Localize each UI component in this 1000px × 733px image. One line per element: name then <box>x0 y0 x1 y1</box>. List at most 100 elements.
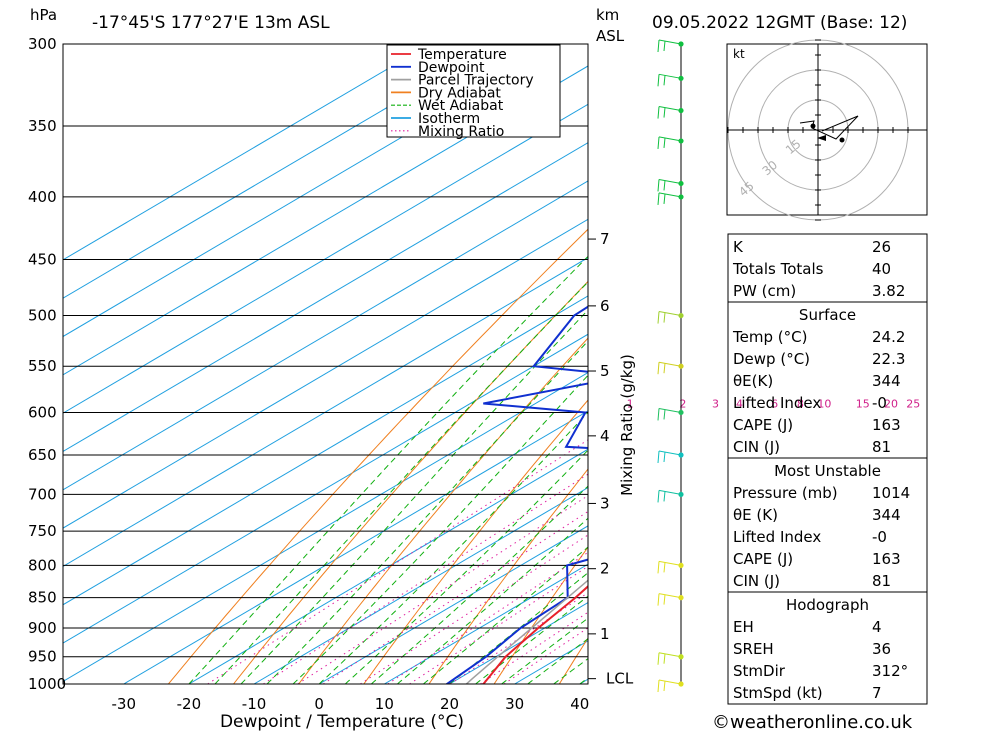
index-value: 344 <box>872 506 901 524</box>
wind-barb-flag <box>657 39 660 53</box>
wind-barb-shaft <box>658 311 682 317</box>
wet-adiabat-line <box>188 255 588 684</box>
index-label: Dewp (°C) <box>733 350 810 368</box>
wind-barb-flag <box>657 561 660 574</box>
index-value: -0 <box>872 528 887 546</box>
location-title: -17°45'S 177°27'E 13m ASL <box>92 13 330 33</box>
isotherm-line <box>63 218 588 529</box>
plot-series <box>445 305 588 684</box>
wind-barb-shaft <box>658 679 682 685</box>
hodograph-unit-label: kt <box>733 47 745 61</box>
isotherm-line <box>384 563 588 684</box>
temperature-tick-label: 10 <box>375 695 394 713</box>
index-value: 1014 <box>872 484 910 502</box>
pressure-unit-label: hPa <box>30 6 57 24</box>
pressure-tick-label: 800 <box>28 556 57 574</box>
wind-barb-flag <box>663 680 666 692</box>
pressure-tick-label: 400 <box>28 188 57 206</box>
wind-barb-shaft <box>658 39 682 45</box>
index-label: CIN (J) <box>733 572 780 590</box>
index-value: 36 <box>872 640 891 658</box>
mixing-ratio-line <box>207 439 588 684</box>
pressure-tick-label: 450 <box>28 251 57 269</box>
index-label: Totals Totals <box>732 260 824 278</box>
index-label: EH <box>733 618 754 636</box>
index-value: 22.3 <box>872 350 905 368</box>
wind-barb-flag <box>663 107 666 118</box>
km-tick-label: 5 <box>600 362 610 380</box>
wind-level-dot <box>678 654 684 660</box>
wind-barb-flag <box>663 40 666 52</box>
wind-barb-shaft <box>658 136 682 142</box>
wind-barb-flag <box>663 653 666 664</box>
index-value: 3.82 <box>872 282 905 300</box>
km-tick-label: 6 <box>600 297 610 315</box>
isotherm-line <box>63 372 588 682</box>
plot-axes: 1 2 3 4 6 8 10 15 20 2530035040045050055060065070… <box>28 35 920 732</box>
mixing-ratio-label: 4 <box>736 397 743 410</box>
index-label: PW (cm) <box>733 282 796 300</box>
temperature-tick-label: 20 <box>440 695 459 713</box>
mixing-ratio-label: 1 <box>627 397 634 410</box>
wind-barb-shaft <box>658 178 682 184</box>
index-value: 26 <box>872 238 891 256</box>
wind-barb-flag <box>663 137 666 148</box>
km-tick-label: 2 <box>600 560 610 578</box>
hodograph-point <box>810 123 816 129</box>
wind-barb-flag <box>657 136 660 149</box>
mixing-ratio-label: 20 <box>884 397 898 410</box>
index-label: θE(K) <box>733 372 773 390</box>
dry-adiabat-line <box>168 228 588 684</box>
temperature-tick-label: 40 <box>570 695 589 713</box>
km-tick-label: 3 <box>600 494 610 512</box>
index-label: Pressure (mb) <box>733 484 838 502</box>
wind-barb-flag <box>663 594 666 605</box>
index-value: 163 <box>872 416 901 434</box>
km-label: km <box>596 6 619 24</box>
pressure-tick-label: 900 <box>28 619 57 637</box>
isotherm-line <box>63 333 588 644</box>
wet-adiabat-line <box>397 517 588 684</box>
wind-barb-flag <box>663 363 666 374</box>
isotherm-line <box>63 142 588 453</box>
wind-barb-shaft <box>658 361 682 367</box>
mixing-ratio-line <box>503 627 588 684</box>
pressure-tick-label: 600 <box>28 403 57 421</box>
pressure-tick-label: 300 <box>28 35 57 53</box>
wet-adiabat-line <box>449 572 588 684</box>
dry-adiabat-line <box>950 44 1000 684</box>
pressure-tick-label: 850 <box>28 589 57 607</box>
pressure-tick-label: 1000 <box>28 675 66 693</box>
wind-barb-flag <box>663 562 666 573</box>
series-parcel-trajectory-line <box>465 579 588 684</box>
isotherm-line <box>318 525 588 684</box>
mixing-ratio-line <box>480 611 588 684</box>
wind-barb-flag <box>663 75 666 86</box>
legend-box <box>386 44 561 138</box>
x-axis-title: Dewpoint / Temperature (°C) <box>220 712 464 732</box>
series-temperature-line <box>480 585 588 684</box>
wind-profile <box>657 39 684 693</box>
wind-barb-shaft <box>658 407 682 413</box>
temperature-tick-label: 0 <box>314 695 324 713</box>
km-tick-label: 1 <box>600 625 610 643</box>
wind-barb-flag <box>657 652 660 665</box>
mixing-ratio-axis-title: Mixing Ratio (g/kg) <box>618 354 636 496</box>
pressure-tick-label: 650 <box>28 446 57 464</box>
plot-frame <box>62 43 589 685</box>
indices-section-title: Surface <box>799 306 856 324</box>
index-value: -0 <box>872 394 887 412</box>
legend-label: Dry Adiabat <box>418 85 501 101</box>
pressure-tick-label: 550 <box>28 357 57 375</box>
wind-barb-flag <box>663 451 666 463</box>
index-label: Lifted Index <box>733 394 821 412</box>
index-label: θE (K) <box>733 506 778 524</box>
index-value: 81 <box>872 572 891 590</box>
datetime-title: 09.05.2022 12GMT (Base: 12) <box>652 13 907 33</box>
mixing-ratio-line <box>322 510 588 684</box>
legend-label: Mixing Ratio <box>418 124 504 140</box>
wind-barb-flag <box>663 180 666 191</box>
index-value: 24.2 <box>872 328 905 346</box>
